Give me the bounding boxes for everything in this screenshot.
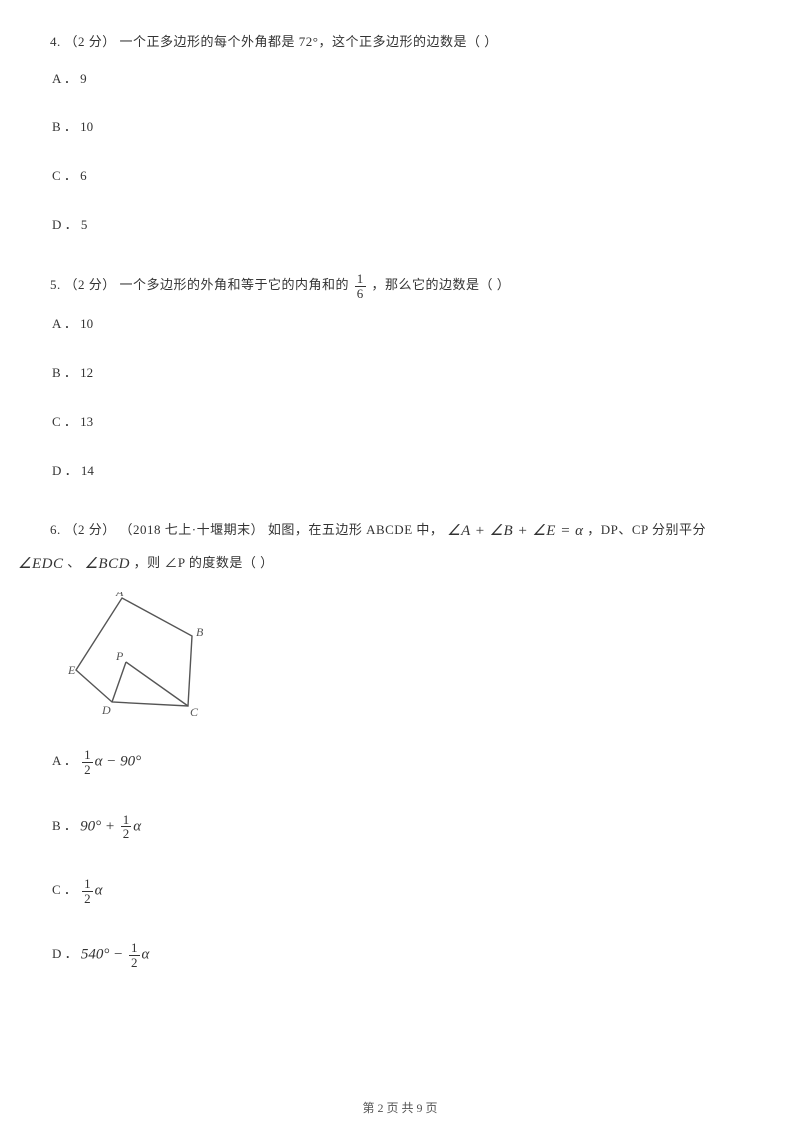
fraction-icon: 1 2 — [82, 877, 93, 905]
q5-option-c: C ． 13 — [52, 412, 750, 433]
q6-sep: 、 — [67, 555, 81, 570]
q4-option-b: B ． 10 — [52, 117, 750, 138]
option-label: D ． — [52, 946, 78, 961]
q4-option-a: A ． 9 — [52, 69, 750, 90]
fraction-icon: 1 2 — [82, 748, 93, 776]
question-6: 6. （2 分） （2018 七上·十堰期末） 如图，在五边形 ABCDE 中，… — [50, 517, 750, 969]
fraction-icon: 1 6 — [355, 272, 366, 300]
q6-option-b: B ． 90° + 1 2 α — [52, 813, 750, 841]
option-value: 6 — [80, 168, 87, 183]
option-label: D ． — [52, 217, 78, 232]
q5-option-d: D ． 14 — [52, 461, 750, 482]
svg-text:B: B — [196, 625, 204, 639]
q5-option-b: B ． 12 — [52, 363, 750, 384]
svg-text:A: A — [115, 592, 124, 599]
question-4: 4. （2 分） 一个正多边形的每个外角都是 72°，这个正多边形的边数是（ ）… — [50, 30, 750, 236]
option-label: C ． — [52, 414, 77, 429]
pentagon-svg: A B C D E P — [68, 592, 218, 722]
q6-stem-before: 6. （2 分） （2018 七上·十堰期末） 如图，在五边形 ABCDE 中， — [50, 523, 447, 538]
q5-stem-after: ，那么它的边数是（ ） — [372, 277, 511, 292]
formula-a: 1 2 α − 90° — [80, 748, 141, 776]
q6-angle-edc: ∠EDC — [18, 550, 63, 579]
formula-d: 540° − 1 2 α — [81, 941, 150, 969]
option-value: 9 — [80, 71, 87, 86]
option-label: D ． — [52, 463, 78, 478]
option-label: C ． — [52, 168, 77, 183]
option-label: A ． — [52, 316, 77, 331]
option-value: 10 — [80, 119, 93, 134]
q6-stem: 6. （2 分） （2018 七上·十堰期末） 如图，在五边形 ABCDE 中，… — [22, 517, 750, 546]
q4-option-d: D ． 5 — [52, 215, 750, 236]
option-label: C ． — [52, 882, 77, 897]
q6-stem-line2: ∠EDC 、 ∠BCD ，则 ∠P 的度数是（ ） — [18, 550, 750, 579]
option-label: B ． — [52, 119, 77, 134]
formula-c: 1 2 α — [80, 877, 102, 905]
option-value: 5 — [81, 217, 88, 232]
fraction-icon: 1 2 — [121, 813, 132, 841]
option-value: 14 — [81, 463, 94, 478]
q6-line2-after: ，则 ∠P 的度数是（ ） — [134, 555, 274, 570]
q6-option-a: A ． 1 2 α − 90° — [52, 748, 750, 776]
question-5: 5. （2 分） 一个多边形的外角和等于它的内角和的 1 6 ，那么它的边数是（… — [50, 272, 750, 481]
formula-b: 90° + 1 2 α — [80, 813, 141, 841]
q4-stem: 4. （2 分） 一个正多边形的每个外角都是 72°，这个正多边形的边数是（ ） — [50, 30, 750, 55]
svg-text:P: P — [115, 649, 124, 663]
q6-option-c: C ． 1 2 α — [52, 877, 750, 905]
svg-text:E: E — [68, 663, 76, 677]
q6-stem-after1: ，DP、CP 分别平分 — [587, 523, 706, 538]
q5-stem: 5. （2 分） 一个多边形的外角和等于它的内角和的 1 6 ，那么它的边数是（… — [50, 272, 750, 300]
svg-text:D: D — [101, 703, 111, 717]
option-value: 10 — [80, 316, 93, 331]
page-footer: 第 2 页 共 9 页 — [0, 1099, 800, 1118]
q5-option-a: A ． 10 — [52, 314, 750, 335]
option-label: B ． — [52, 818, 77, 833]
option-value: 13 — [80, 414, 93, 429]
option-value: 12 — [80, 365, 93, 380]
fraction-icon: 1 2 — [129, 941, 140, 969]
option-label: B ． — [52, 365, 77, 380]
q6-option-d: D ． 540° − 1 2 α — [52, 941, 750, 969]
option-label: A ． — [52, 753, 77, 768]
q5-stem-before: 5. （2 分） 一个多边形的外角和等于它的内角和的 — [50, 277, 349, 292]
pentagon-diagram: A B C D E P — [68, 592, 750, 722]
q4-option-c: C ． 6 — [52, 166, 750, 187]
option-label: A ． — [52, 71, 77, 86]
q6-equation: ∠A + ∠B + ∠E = α — [447, 517, 583, 546]
svg-text:C: C — [190, 705, 199, 719]
q6-angle-bcd: ∠BCD — [84, 550, 129, 579]
